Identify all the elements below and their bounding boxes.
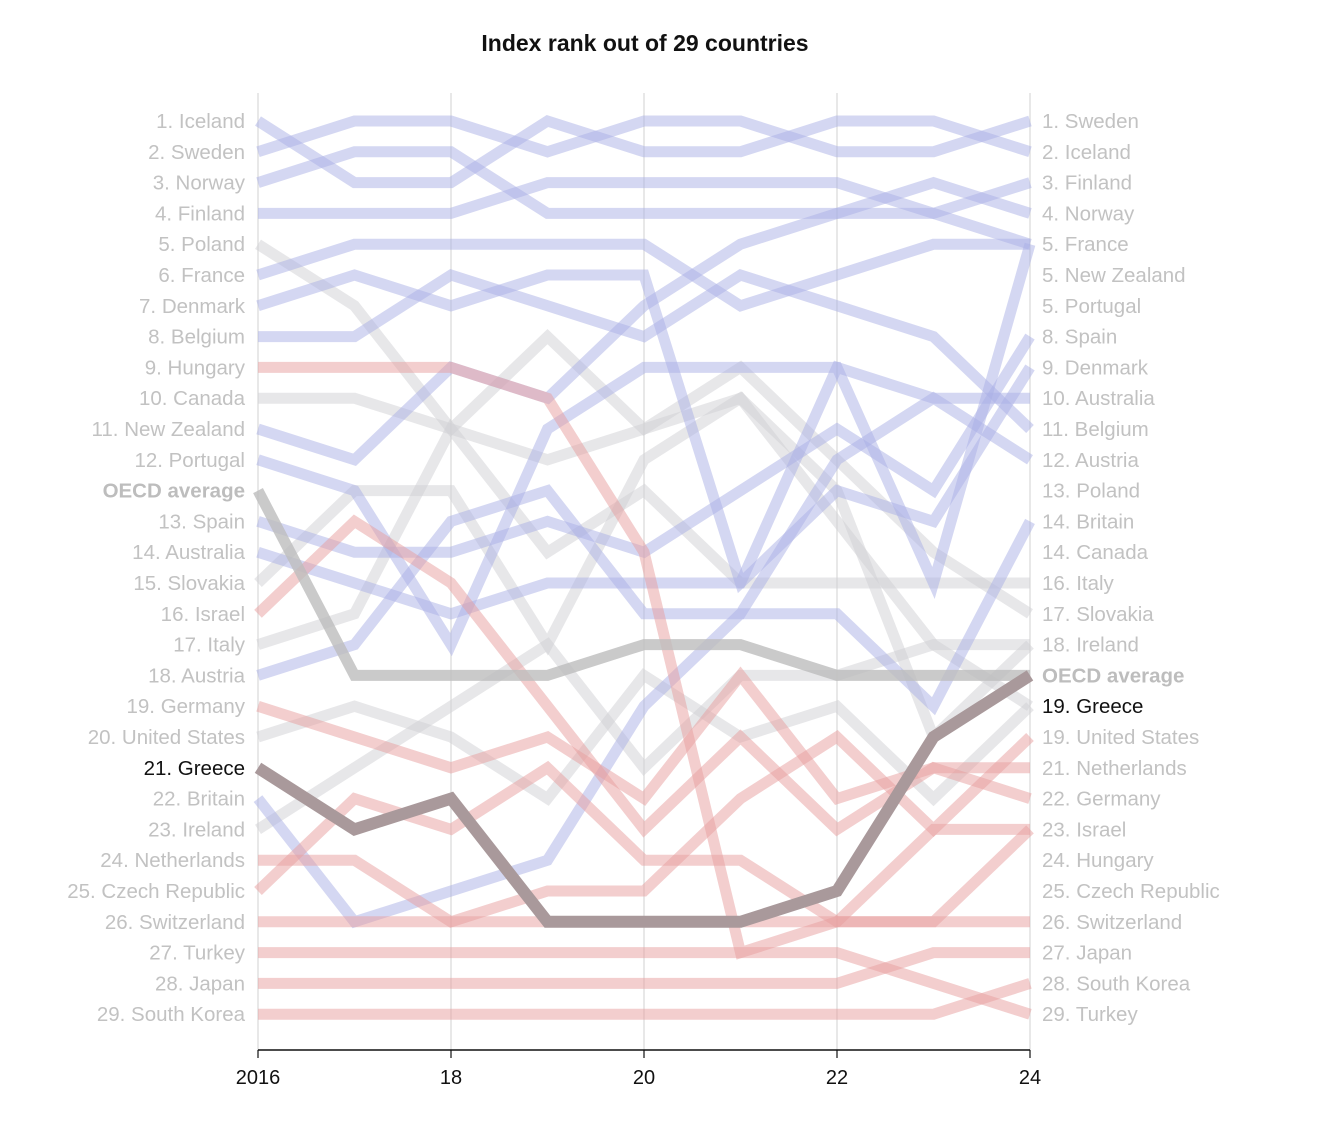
left-label-11-new-zealand: 11. New Zealand — [92, 418, 245, 441]
left-label-20-united-states: 20. United States — [88, 726, 245, 749]
left-label-3-norway: 3. Norway — [153, 172, 246, 195]
right-label-11-belgium: 11. Belgium — [1042, 418, 1149, 441]
right-label-oecd-average: OECD average — [1042, 664, 1184, 687]
left-label-22-britain: 22. Britain — [153, 788, 245, 811]
left-label-9-hungary: 9. Hungary — [145, 356, 246, 379]
right-label-8-spain: 8. Spain — [1042, 326, 1117, 349]
right-rank-labels: 1. Sweden 2. Iceland 3. Finland 4. Norway 5.… — [1042, 110, 1220, 1026]
x-axis: 2016 18 20 22 24 — [236, 1049, 1041, 1089]
right-label-10-australia: 10. Australia — [1042, 387, 1155, 410]
left-label-13-spain: 13. Spain — [158, 510, 245, 533]
right-label-21-netherlands: 21. Netherlands — [1042, 757, 1187, 780]
left-label-16-israel: 16. Israel — [161, 603, 245, 626]
right-label-19-greece: 19. Greece — [1042, 695, 1143, 718]
right-label-2-iceland: 2. Iceland — [1042, 141, 1131, 164]
right-label-16-italy: 16. Italy — [1042, 572, 1115, 595]
left-label-1-iceland: 1. Iceland — [156, 110, 245, 133]
left-label-28-japan: 28. Japan — [155, 972, 245, 995]
series-line-france — [256, 238, 1030, 312]
left-label-15-slovakia: 15. Slovakia — [133, 572, 245, 595]
left-label-4-finland: 4. Finland — [155, 202, 245, 225]
right-label-27-japan: 27. Japan — [1042, 942, 1132, 965]
left-label-19-germany: 19. Germany — [127, 695, 246, 718]
left-label-27-turkey: 27. Turkey — [149, 942, 245, 965]
right-label-25-czech-republic: 25. Czech Republic — [1042, 880, 1220, 903]
left-label-29-south-korea: 29. South Korea — [97, 1003, 246, 1026]
series-line-norway — [256, 146, 1032, 219]
right-label-24-hungary: 24. Hungary — [1042, 849, 1154, 872]
left-label-7-denmark: 7. Denmark — [139, 295, 246, 318]
left-label-oecd-average: OECD average — [103, 480, 245, 503]
left-label-24-netherlands: 24. Netherlands — [100, 849, 245, 872]
x-tick-label-22: 22 — [826, 1067, 848, 1089]
left-label-18-austria: 18. Austria — [148, 664, 245, 687]
left-label-8-belgium: 8. Belgium — [148, 326, 245, 349]
right-label-12-austria: 12. Austria — [1042, 449, 1139, 472]
series-line-hungary — [258, 361, 1030, 960]
series-line-south-korea — [258, 978, 1032, 1020]
x-tick-label-20: 20 — [633, 1067, 655, 1089]
left-label-14-australia: 14. Australia — [132, 541, 245, 564]
right-label-3-finland: 3. Finland — [1042, 172, 1132, 195]
right-label-14-canada: 14. Canada — [1042, 541, 1149, 564]
series-line-turkey — [258, 947, 1032, 1020]
right-label-17-slovakia: 17. Slovakia — [1042, 603, 1154, 626]
series-line-greece — [254, 670, 1034, 928]
right-label-22-germany: 22. Germany — [1042, 788, 1161, 811]
right-label-5-portugal: 5. Portugal — [1042, 295, 1141, 318]
left-label-10-canada: 10. Canada — [139, 387, 246, 410]
right-label-26-switzerland: 26. Switzerland — [1042, 911, 1182, 934]
x-tick-label-24: 24 — [1019, 1067, 1041, 1089]
left-label-5-poland: 5. Poland — [158, 233, 245, 256]
right-label-14-britain: 14. Britain — [1042, 510, 1134, 533]
left-label-25-czech-republic: 25. Czech Republic — [67, 880, 245, 903]
series-line-austria — [256, 391, 1033, 681]
left-label-26-switzerland: 26. Switzerland — [105, 911, 245, 934]
right-label-19-united-states: 19. United States — [1042, 726, 1199, 749]
right-label-4-norway: 4. Norway — [1042, 202, 1135, 225]
series-line-canada — [258, 391, 1033, 711]
left-label-23-ireland: 23. Ireland — [148, 818, 245, 841]
right-label-13-poland: 13. Poland — [1042, 480, 1140, 503]
left-rank-labels: 1. Iceland 2. Sweden 3. Norway 4. Finland 5.… — [67, 110, 246, 1026]
series-line-new-zealand — [256, 207, 1032, 467]
left-label-12-portugal: 12. Portugal — [134, 449, 245, 472]
series-line-oecd-average — [253, 488, 1030, 681]
right-label-9-denmark: 9. Denmark — [1042, 356, 1149, 379]
left-label-17-italy: 17. Italy — [173, 634, 246, 657]
series-lines — [253, 114, 1036, 1020]
series-line-iceland — [255, 114, 1032, 189]
series-line-japan — [258, 947, 1030, 989]
series-line-united-states — [256, 668, 1034, 807]
series-line-finland — [258, 177, 1032, 220]
right-label-29-turkey: 29. Turkey — [1042, 1003, 1138, 1026]
left-label-6-france: 6. France — [158, 264, 245, 287]
left-label-21-greece: 21. Greece — [144, 757, 245, 780]
right-label-5-new-zealand: 5. New Zealand — [1042, 264, 1186, 287]
x-tick-label-18: 18 — [440, 1067, 462, 1089]
series-line-sweden — [256, 115, 1032, 158]
x-tick-label-2016: 2016 — [236, 1067, 281, 1089]
right-label-23-israel: 23. Israel — [1042, 818, 1126, 841]
left-label-2-sweden: 2. Sweden — [148, 141, 245, 164]
series-line-australia — [256, 360, 1030, 620]
chart-title: Index rank out of 29 countries — [481, 30, 809, 56]
right-label-28-south-korea: 28. South Korea — [1042, 972, 1191, 995]
right-label-1-sweden: 1. Sweden — [1042, 110, 1139, 133]
right-label-18-ireland: 18. Ireland — [1042, 634, 1139, 657]
right-label-5-france: 5. France — [1042, 233, 1129, 256]
series-line-belgium — [258, 268, 1034, 433]
